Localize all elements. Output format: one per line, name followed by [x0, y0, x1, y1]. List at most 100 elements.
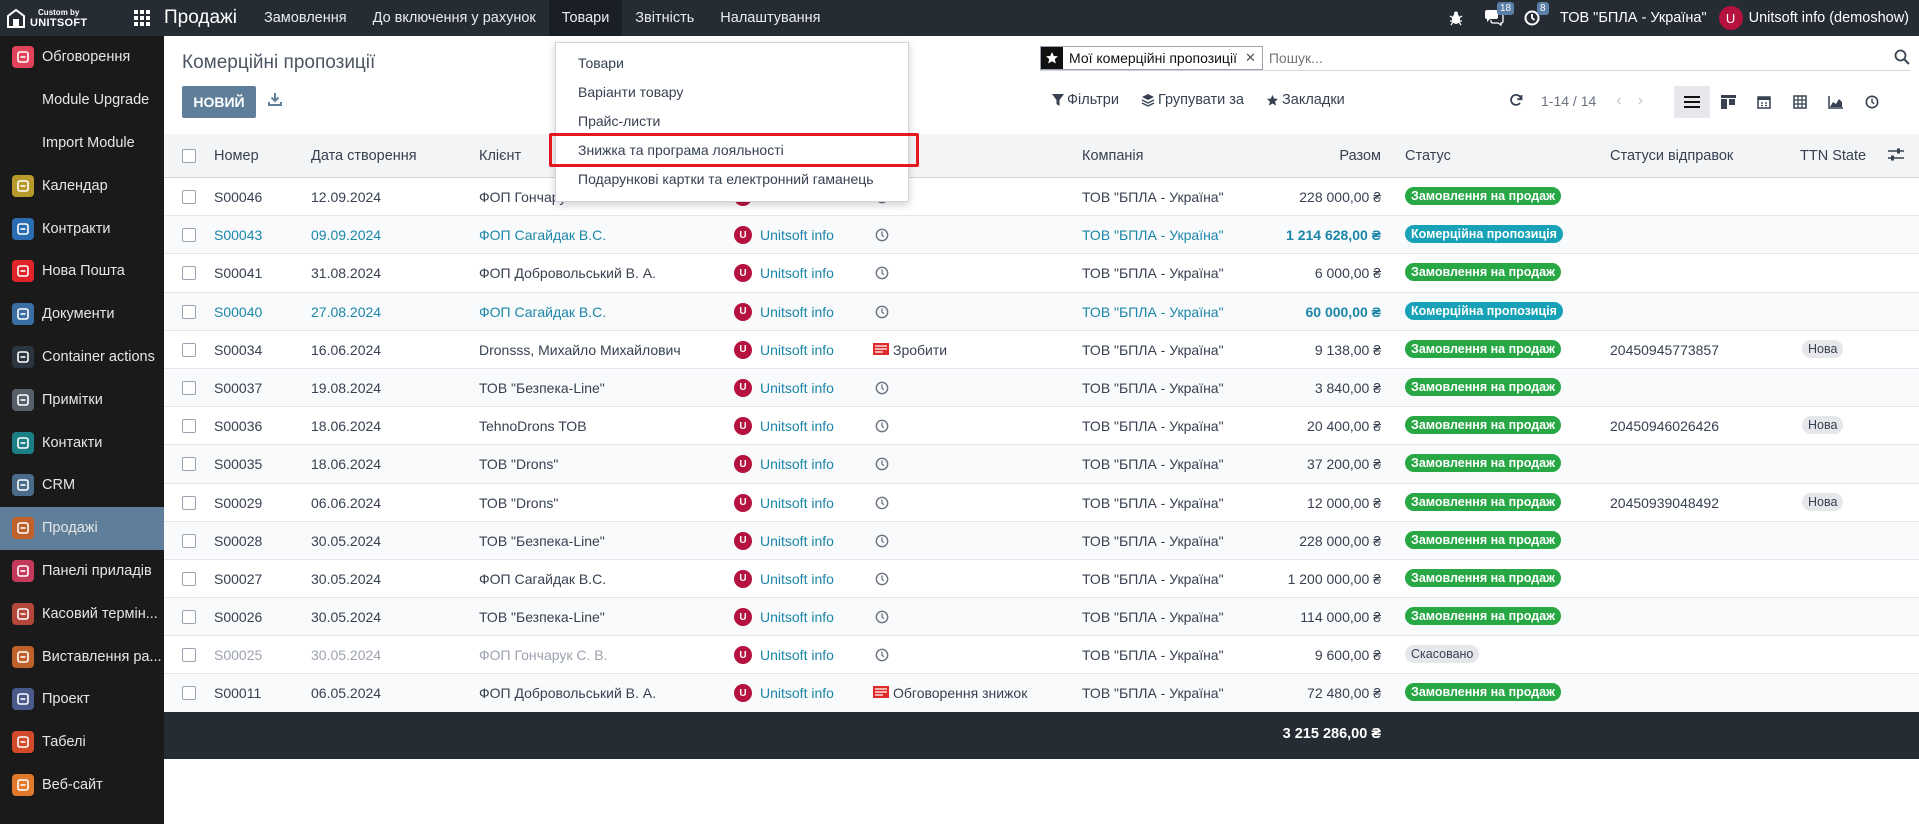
activity-clock-icon[interactable]: [875, 610, 889, 627]
sidebar-item[interactable]: Документи: [0, 293, 164, 336]
col-client[interactable]: Клієнт: [479, 148, 522, 164]
row-checkbox[interactable]: [182, 457, 196, 472]
group-by-button[interactable]: Групувати за: [1141, 92, 1244, 108]
table-row[interactable]: S00037 19.08.2024 ТОВ "Безпека-Line" U Units…: [164, 368, 1919, 408]
row-checkbox[interactable]: [182, 190, 196, 204]
col-company[interactable]: Компанія: [1082, 148, 1144, 164]
row-checkbox[interactable]: [182, 571, 196, 586]
row-checkbox[interactable]: [182, 228, 196, 243]
column-settings-icon[interactable]: [1888, 148, 1904, 166]
table-row[interactable]: S00036 18.06.2024 TehnoDrons ТОВ U Unitsoft …: [164, 407, 1919, 446]
col-ttn-state[interactable]: TTN State: [1800, 148, 1867, 164]
search-facet[interactable]: Мої комерційні пропозиції ✕: [1040, 45, 1263, 70]
sidebar-item[interactable]: Календар: [0, 164, 164, 207]
sidebar-item[interactable]: Веб-сайт: [0, 764, 164, 807]
sidebar-item[interactable]: Касовий термін...: [0, 592, 164, 635]
table-row[interactable]: S00029 06.06.2024 ТОВ "Drons" U Unitsoft inf…: [164, 484, 1919, 522]
row-checkbox[interactable]: [182, 686, 196, 701]
activities-clock-icon[interactable]: 8: [1524, 2, 1549, 26]
download-icon[interactable]: [268, 92, 282, 109]
user-avatar[interactable]: U: [1718, 6, 1743, 30]
menu-products[interactable]: Товари: [548, 0, 623, 36]
sidebar-item[interactable]: Контакти: [0, 421, 164, 464]
menu-orders[interactable]: Замовлення: [263, 10, 347, 26]
activity-cell[interactable]: Обговорення знижок: [873, 685, 1027, 701]
activity-view-icon[interactable]: [1854, 86, 1890, 118]
table-row[interactable]: S00040 27.08.2024 ФОП Сагайдак В.С. U Unitso…: [164, 292, 1919, 331]
refresh-icon[interactable]: [1509, 93, 1523, 110]
sidebar-item[interactable]: CRM: [0, 464, 164, 507]
table-row[interactable]: S00043 09.09.2024 ФОП Сагайдак В.С. U Unitso…: [164, 216, 1919, 255]
col-number[interactable]: Номер: [214, 148, 259, 164]
sidebar-item[interactable]: Module Upgrade: [0, 79, 164, 122]
page-title[interactable]: Комерційні пропозиції: [182, 52, 376, 73]
col-status[interactable]: Статус: [1405, 148, 1451, 164]
dropdown-item-product-variants[interactable]: Варіанти товару: [578, 84, 684, 101]
search-input[interactable]: [1268, 49, 1910, 66]
bug-icon[interactable]: [1448, 10, 1464, 26]
activity-clock-icon[interactable]: [875, 534, 889, 551]
new-button[interactable]: НОВИЙ: [182, 86, 256, 118]
table-row[interactable]: S00025 30.05.2024 ФОП Гончарук С. В. U Units…: [164, 636, 1919, 675]
menu-reporting[interactable]: Звітність: [635, 10, 695, 26]
graph-view-icon[interactable]: [1818, 86, 1854, 118]
dropdown-item-discount-loyalty[interactable]: Знижка та програма лояльності: [578, 141, 784, 158]
pager-previous-icon[interactable]: ‹: [1616, 92, 1622, 109]
dropdown-item-pricelists[interactable]: Прайс-листи: [578, 112, 661, 129]
activity-clock-icon[interactable]: [875, 305, 889, 322]
sidebar-item[interactable]: Примітки: [0, 378, 164, 421]
sidebar-item[interactable]: Обговорення: [0, 36, 164, 79]
table-row[interactable]: S00034 16.06.2024 Dronsss, Михайло Михайло…: [164, 331, 1919, 369]
row-checkbox[interactable]: [182, 610, 196, 625]
favorites-button[interactable]: Закладки: [1266, 92, 1345, 108]
messages-icon[interactable]: 18: [1484, 2, 1515, 26]
row-checkbox[interactable]: [182, 342, 196, 357]
activity-clock-icon[interactable]: [875, 496, 889, 513]
menu-to-invoice[interactable]: До включення у рахунок: [372, 10, 536, 26]
activity-clock-icon[interactable]: [875, 266, 889, 283]
activity-clock-icon[interactable]: [875, 457, 889, 474]
sidebar-item[interactable]: Виставлення ра...: [0, 635, 164, 678]
sidebar-item[interactable]: Нова Пошта: [0, 250, 164, 293]
table-row[interactable]: S00035 18.06.2024 ТОВ "Drons" U Unitsoft inf…: [164, 445, 1919, 484]
app-title[interactable]: Продажі: [164, 7, 237, 28]
row-checkbox[interactable]: [182, 533, 196, 548]
pager-next-icon[interactable]: ›: [1637, 92, 1643, 109]
activity-cell[interactable]: Зробити: [873, 342, 947, 358]
facet-remove-icon[interactable]: ✕: [1244, 49, 1256, 65]
activity-clock-icon[interactable]: [875, 648, 889, 665]
dropdown-item-products[interactable]: Товари: [578, 55, 624, 72]
row-checkbox[interactable]: [182, 266, 196, 281]
select-all-checkbox[interactable]: [182, 149, 196, 163]
row-checkbox[interactable]: [182, 419, 196, 434]
user-menu[interactable]: Unitsoft info (demoshow): [1748, 10, 1909, 26]
sidebar-item[interactable]: Контракти: [0, 207, 164, 250]
table-row[interactable]: S00028 30.05.2024 ТОВ "Безпека-Line" U Units…: [164, 521, 1919, 560]
activity-clock-icon[interactable]: [875, 572, 889, 589]
sidebar-item[interactable]: Продажі: [0, 506, 164, 550]
list-view-icon[interactable]: [1674, 86, 1710, 118]
row-checkbox[interactable]: [182, 495, 196, 510]
row-checkbox[interactable]: [182, 304, 196, 319]
table-row[interactable]: S00011 06.05.2024 ФОП Добровольський В. А.…: [164, 674, 1919, 713]
activity-clock-icon[interactable]: [875, 228, 889, 245]
table-row[interactable]: S00026 30.05.2024 ТОВ "Безпека-Line" U Units…: [164, 598, 1919, 637]
calendar-view-icon[interactable]: [1746, 86, 1782, 118]
search-icon[interactable]: [1894, 49, 1910, 68]
kanban-view-icon[interactable]: [1710, 86, 1746, 118]
sidebar-item[interactable]: Import Module: [0, 122, 164, 165]
col-date[interactable]: Дата створення: [311, 148, 417, 164]
col-total[interactable]: Разом: [1339, 148, 1381, 164]
filters-button[interactable]: Фільтри: [1052, 92, 1119, 108]
activity-clock-icon[interactable]: [875, 381, 889, 398]
sidebar-item[interactable]: Проект: [0, 678, 164, 721]
company-switcher[interactable]: ТОВ "БПЛА - Україна": [1560, 10, 1707, 26]
dropdown-item-gift-cards[interactable]: Подарункові картки та електронний гамане…: [578, 170, 874, 187]
sidebar-item[interactable]: Табелі: [0, 721, 164, 764]
row-checkbox[interactable]: [182, 380, 196, 395]
sidebar-item[interactable]: Container actions: [0, 336, 164, 379]
unitsoft-logo[interactable]: Custom by UNITSOFT: [0, 0, 132, 36]
pivot-view-icon[interactable]: [1782, 86, 1818, 118]
table-row[interactable]: S00041 31.08.2024 ФОП Добровольський В. А.…: [164, 254, 1919, 293]
